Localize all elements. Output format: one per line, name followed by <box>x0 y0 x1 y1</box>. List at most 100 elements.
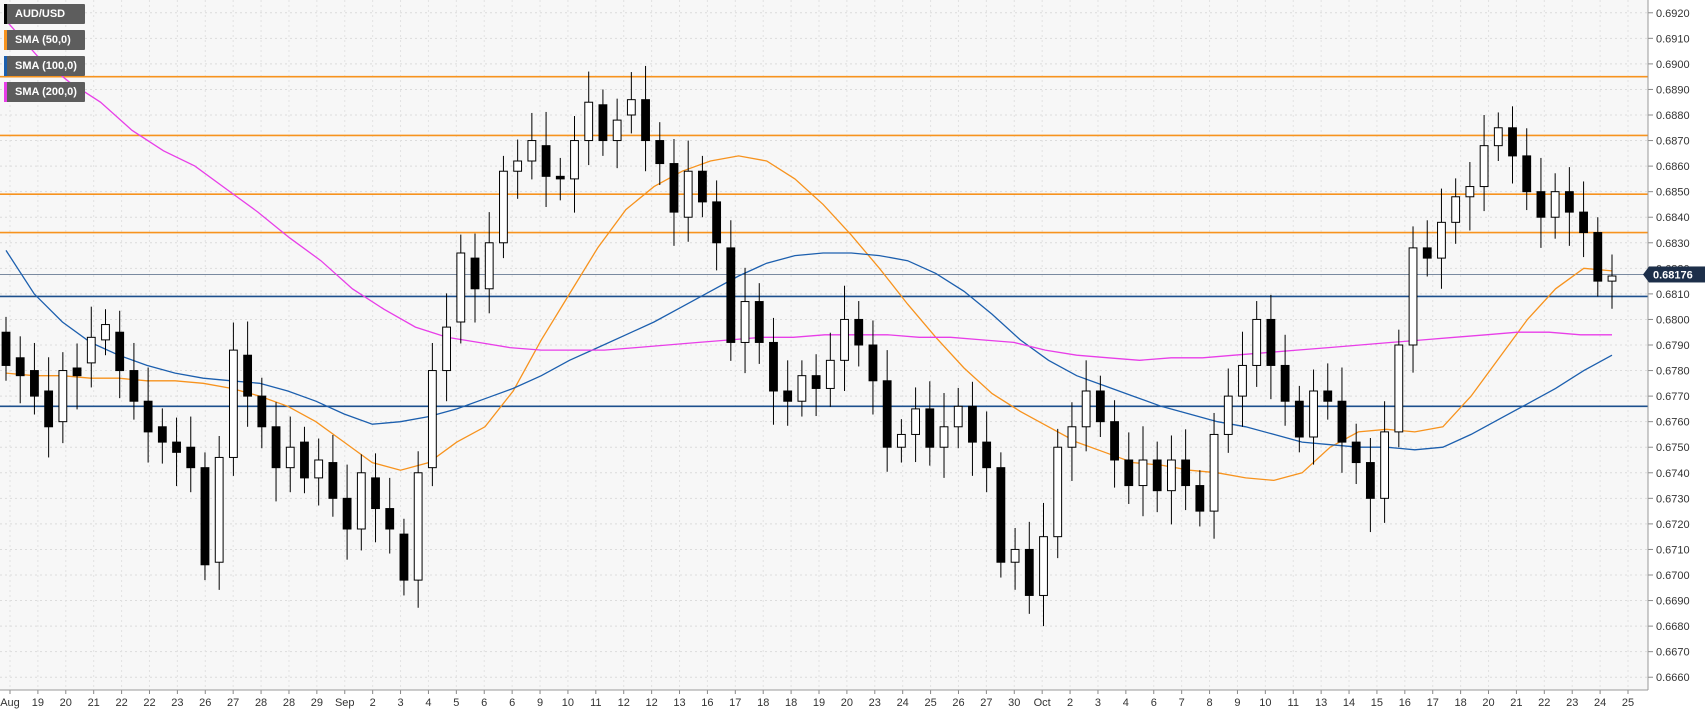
candle-body <box>214 456 224 563</box>
candle-body <box>1195 485 1205 512</box>
candle-body <box>1152 459 1162 492</box>
x-tick-label: Sep <box>335 697 355 709</box>
candle-body <box>1124 459 1134 487</box>
x-tick-label: 17 <box>1427 697 1439 709</box>
support-resistance-levels <box>0 75 1648 408</box>
candle-body <box>1607 275 1617 282</box>
candle-body <box>541 145 551 177</box>
x-tick-label: 18 <box>757 697 769 709</box>
x-tick-label: 26 <box>199 697 211 709</box>
x-tick-label: 9 <box>1234 697 1240 709</box>
candle-body <box>1337 400 1347 443</box>
candle-body <box>1579 211 1588 234</box>
candle-body <box>1238 364 1247 397</box>
candle-body <box>129 370 139 402</box>
x-tick-label: 9 <box>537 697 543 709</box>
current-price-marker: 0.68176 <box>1643 266 1705 283</box>
candle-body <box>172 441 181 453</box>
x-tick-label: 24 <box>1594 697 1606 709</box>
y-tick-label: 0.6680 <box>1656 621 1690 633</box>
legend-swatch <box>4 56 7 76</box>
candle-body <box>271 426 281 469</box>
candle-body <box>356 472 366 530</box>
y-tick-label: 0.6790 <box>1656 340 1690 352</box>
x-tick-label: 26 <box>952 697 964 709</box>
x-tick-label: 28 <box>283 697 295 709</box>
y-tick-label: 0.6880 <box>1656 110 1690 122</box>
candle-body <box>484 242 494 290</box>
candle-body <box>200 467 210 566</box>
candle-body <box>44 390 54 428</box>
legend-item-sma-100[interactable]: SMA (100,0) <box>4 56 85 76</box>
x-tick-label: 2 <box>370 697 376 709</box>
candle-body <box>1593 232 1603 282</box>
candle-body <box>840 318 849 361</box>
candle-body <box>1522 155 1532 193</box>
y-tick-label: 0.6760 <box>1656 417 1690 429</box>
candle-body <box>285 446 295 469</box>
candle-body <box>413 472 423 581</box>
candle-body <box>442 326 451 372</box>
x-tick-label: 16 <box>1399 697 1411 709</box>
y-tick-label: 0.6730 <box>1656 493 1690 505</box>
candle-body <box>1181 459 1191 487</box>
x-tick-label: 21 <box>88 697 100 709</box>
candle-body <box>470 257 480 290</box>
x-tick-label: 23 <box>869 697 881 709</box>
candle-body <box>925 408 935 448</box>
candle-body <box>825 359 835 389</box>
x-tick-label: Aug <box>0 697 20 709</box>
y-tick-label: 0.6860 <box>1656 161 1690 173</box>
y-tick-label: 0.6670 <box>1656 647 1690 659</box>
sma-line <box>5 19 1612 361</box>
candle-body <box>1110 421 1119 461</box>
candle-body <box>1437 221 1446 259</box>
candle-body <box>228 349 238 458</box>
x-tick-label: 19 <box>813 697 825 709</box>
y-tick-label: 0.6740 <box>1656 468 1690 480</box>
x-tick-label: 4 <box>1123 697 1129 709</box>
legend-swatch <box>4 82 7 102</box>
x-tick-label: 3 <box>397 697 403 709</box>
candle-body <box>1479 145 1489 188</box>
candle-body <box>243 354 253 397</box>
x-tick-label: 27 <box>980 697 992 709</box>
candle-body <box>797 375 807 402</box>
candle-body <box>1451 196 1461 223</box>
candle-body <box>143 400 153 433</box>
candle-body <box>1 331 11 366</box>
x-tick-label: 18 <box>785 697 797 709</box>
x-tick-label: 28 <box>255 697 267 709</box>
x-tick-label: 18 <box>1454 697 1466 709</box>
candle-body <box>953 405 963 428</box>
x-tick-label: 7 <box>1179 697 1185 709</box>
legend-label: SMA (50,0) <box>15 34 71 46</box>
candle-body <box>641 99 650 142</box>
legend-item-audusd[interactable]: AUD/USD <box>4 4 85 24</box>
sma-line <box>5 250 1613 451</box>
candle-body <box>939 426 949 448</box>
candle-body <box>669 163 679 213</box>
candle-body <box>342 497 352 530</box>
candle-body <box>1536 191 1546 218</box>
legend-label: AUD/USD <box>15 8 66 20</box>
x-tick-label: 27 <box>227 697 239 709</box>
candle-body <box>584 101 594 142</box>
plot-area <box>0 0 1648 690</box>
candle-body <box>157 426 167 443</box>
candle-body <box>101 324 110 341</box>
legend-label: SMA (100,0) <box>15 60 77 72</box>
legend-swatch <box>4 30 7 50</box>
candle-body <box>456 252 466 323</box>
candle-body <box>726 247 736 343</box>
y-tick-label: 0.6800 <box>1656 314 1690 326</box>
x-tick-label: 24 <box>897 697 909 709</box>
legend-item-sma-200[interactable]: SMA (200,0) <box>4 82 85 102</box>
x-tick-label: 22 <box>143 697 155 709</box>
x-tick-label: 8 <box>1206 697 1212 709</box>
candle-body <box>1550 191 1560 218</box>
candlesticks <box>1 65 1617 627</box>
legend-item-sma-50[interactable]: SMA (50,0) <box>4 30 85 50</box>
x-tick-label: 2 <box>1067 697 1073 709</box>
y-tick-label: 0.6780 <box>1656 366 1690 378</box>
